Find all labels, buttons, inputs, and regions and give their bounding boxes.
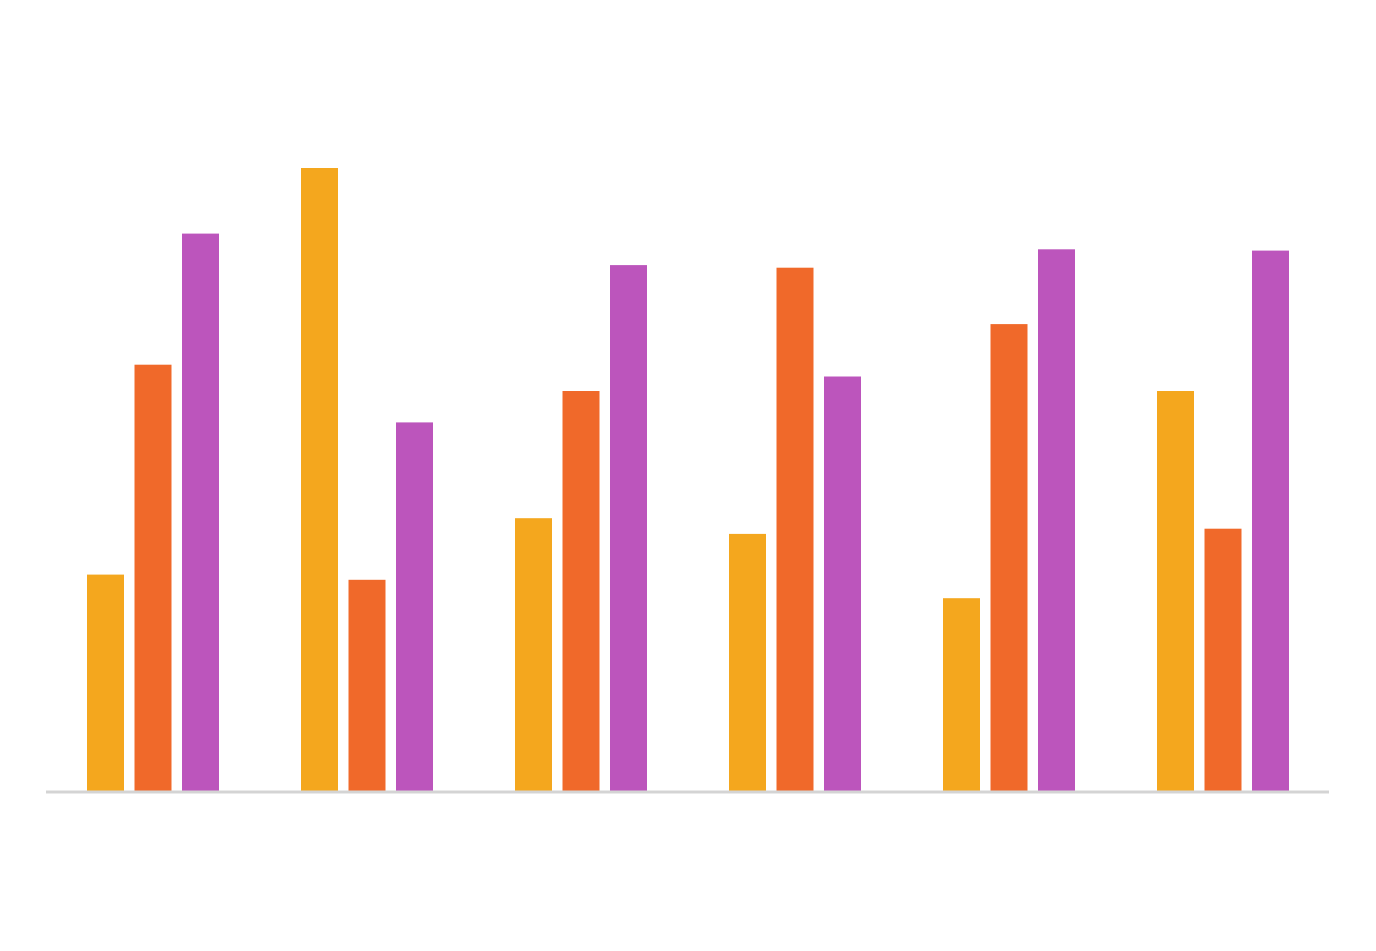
bar-series2-cat3 — [562, 391, 600, 791]
bar-series3-cat5 — [1038, 249, 1075, 792]
bar-series2-cat2 — [348, 579, 386, 791]
bar-series1-cat5 — [943, 598, 980, 791]
bar-series3-cat3 — [610, 265, 647, 792]
bar-series1-cat1 — [87, 574, 124, 791]
bar-series2-cat1 — [134, 364, 172, 791]
bar-series1-cat2 — [301, 168, 338, 791]
bar-series3-cat4 — [824, 376, 861, 791]
bar-series1-cat3 — [515, 518, 552, 791]
bar-series3-cat1 — [182, 233, 219, 792]
bar-series3-cat2 — [396, 422, 433, 791]
bar-series1-cat4 — [729, 533, 766, 791]
bar-series3-cat6 — [1252, 250, 1289, 792]
bar-series2-cat6 — [1204, 528, 1242, 791]
bars-group — [87, 168, 1289, 792]
bar-series2-cat5 — [990, 324, 1028, 791]
bar-series2-cat4 — [776, 267, 814, 791]
bar-series1-cat6 — [1157, 391, 1194, 791]
